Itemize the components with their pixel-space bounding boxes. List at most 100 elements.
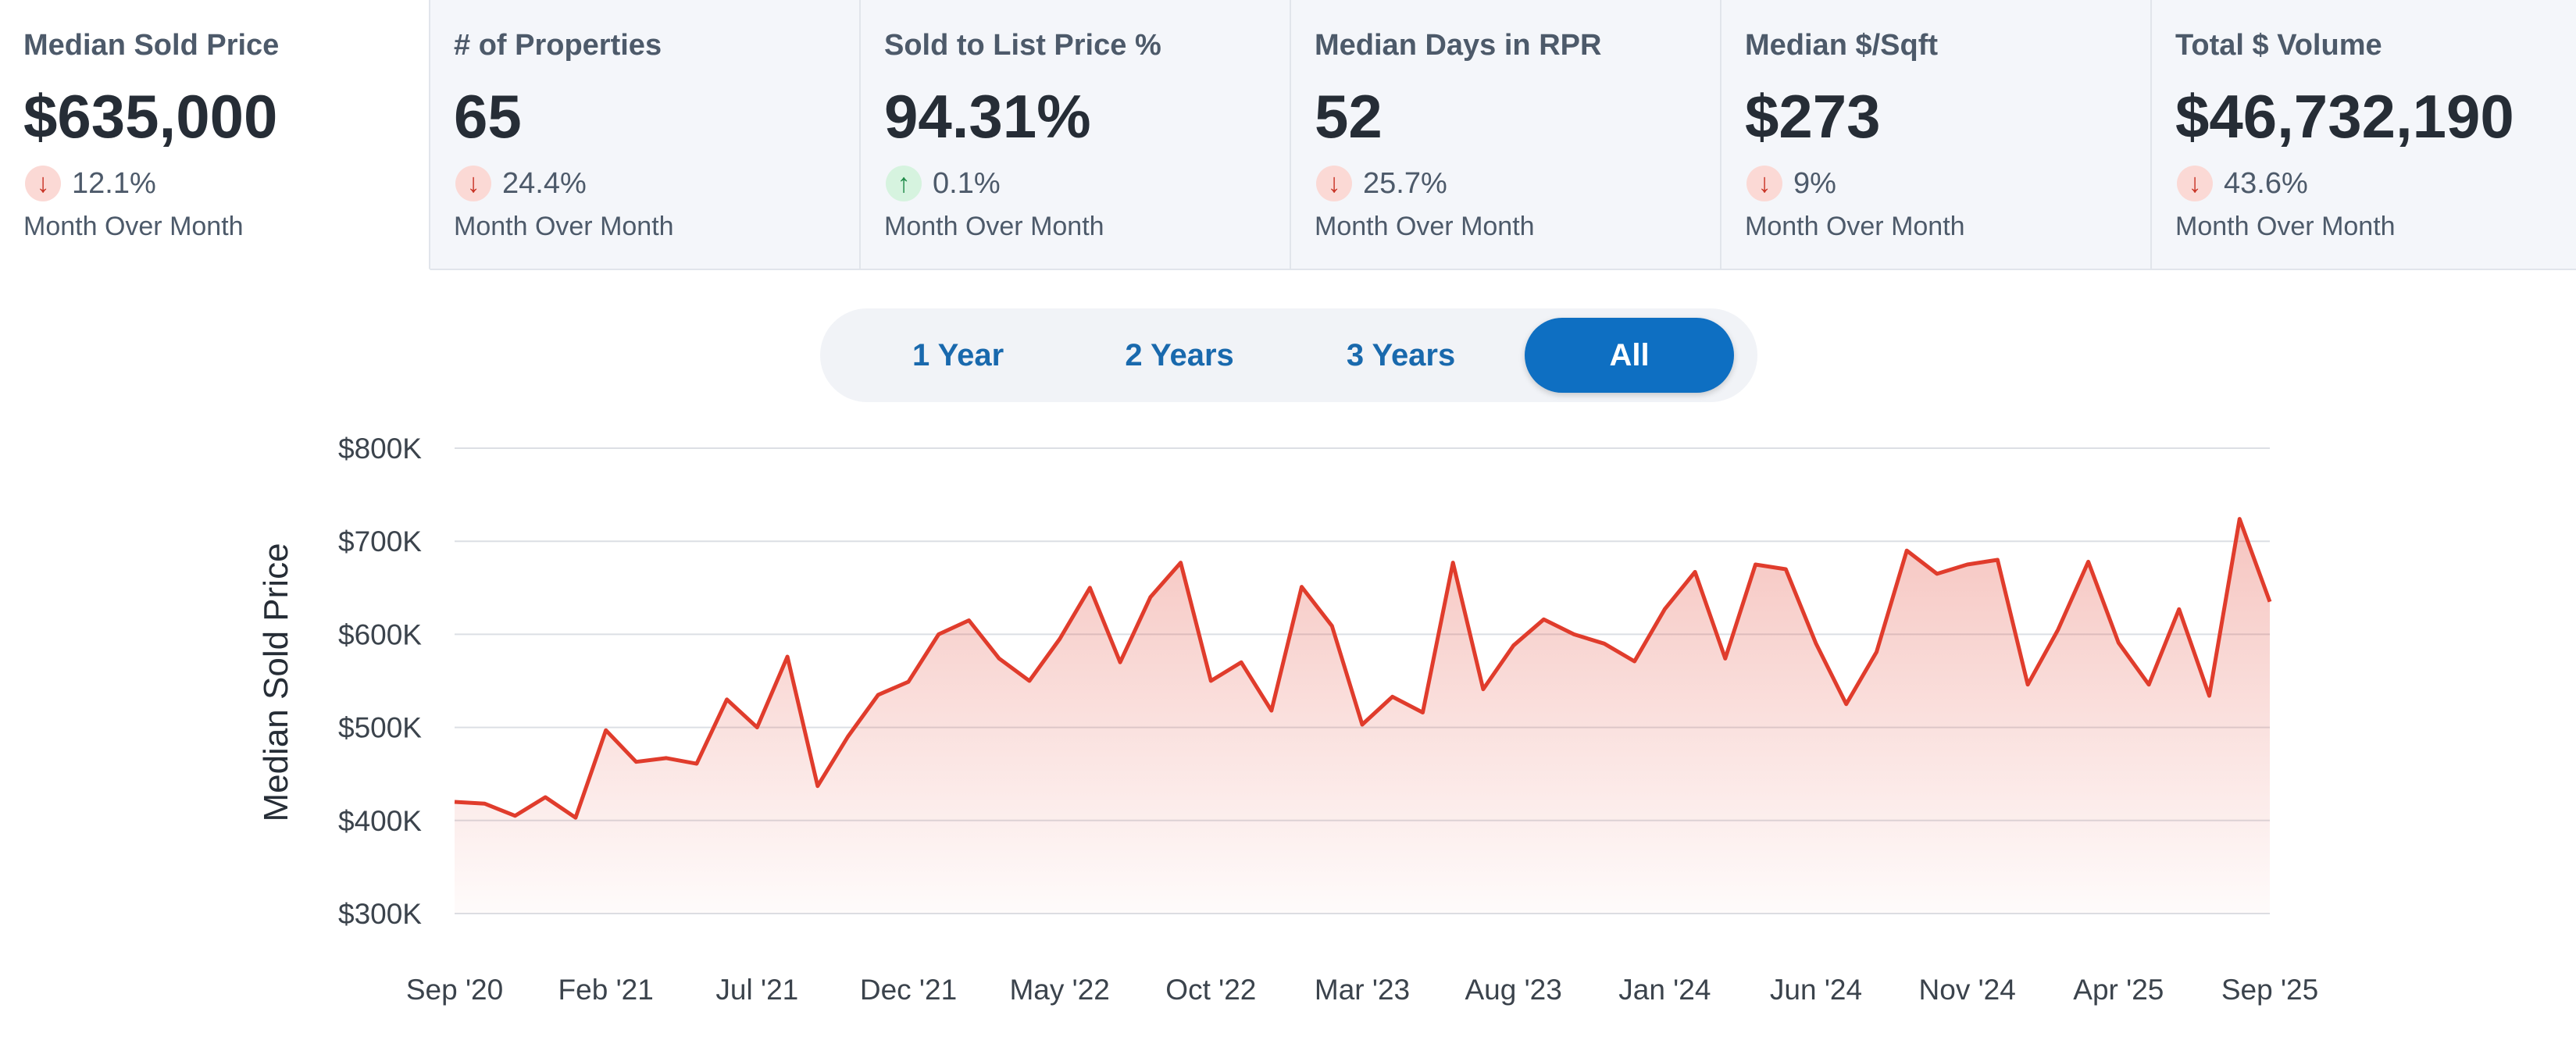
data-point[interactable] — [569, 810, 583, 825]
data-point[interactable] — [1295, 580, 1309, 594]
x-tick-label: Dec '21 — [860, 974, 957, 1006]
data-point[interactable] — [1930, 567, 1944, 581]
data-point[interactable] — [1234, 655, 1248, 669]
y-tick-label: $700K — [338, 525, 422, 557]
data-point[interactable] — [1415, 706, 1429, 720]
data-point[interactable] — [1990, 553, 2004, 567]
data-point[interactable] — [1446, 556, 1460, 570]
data-point[interactable] — [1325, 619, 1339, 633]
x-axis-labels: Sep '20 Feb '21 Jul '21 Dec '21 May '22 Oct '… — [406, 974, 2318, 1006]
stat-change: ↓ 24.4% — [454, 164, 836, 203]
data-point[interactable] — [2232, 512, 2246, 526]
data-point[interactable] — [780, 650, 794, 664]
data-point[interactable] — [932, 627, 946, 641]
data-point[interactable] — [901, 675, 915, 689]
stat-label: Median Sold Price — [23, 29, 280, 62]
data-point[interactable] — [1083, 581, 1097, 595]
stat-change: ↓ 43.6% — [2175, 164, 2553, 203]
stats-bar: Median Sold Price $635,000 ↓ 12.1% Month… — [0, 0, 2576, 270]
x-tick-label: Oct '22 — [1165, 974, 1256, 1006]
data-point[interactable] — [1204, 674, 1218, 688]
data-point[interactable] — [1174, 556, 1188, 570]
data-point[interactable] — [1749, 557, 1763, 572]
data-point[interactable] — [1809, 636, 1823, 650]
data-point[interactable] — [1567, 627, 1581, 641]
data-point[interactable] — [478, 796, 492, 810]
data-point[interactable] — [2172, 602, 2186, 616]
data-point[interactable] — [2142, 678, 2156, 692]
stat-card-number-of-properties[interactable]: # of Properties 65 ↓ 24.4% Month Over Mo… — [430, 0, 861, 270]
stat-card-median-days-in-rpr[interactable]: Median Days in RPR 52 ↓ 25.7% Month Over… — [1291, 0, 1721, 270]
data-point[interactable] — [1839, 697, 1854, 711]
y-tick-label: $600K — [338, 618, 422, 650]
data-point[interactable] — [538, 790, 552, 804]
data-point[interactable] — [1022, 674, 1036, 688]
arrow-down-icon: ↓ — [1316, 166, 1352, 201]
data-point[interactable] — [1265, 704, 1279, 718]
stat-card-median-price-per-sqft[interactable]: Median $/Sqft $273 ↓ 9% Month Over Month — [1721, 0, 2152, 270]
stat-change: ↑ 0.1% — [884, 164, 1266, 203]
data-point[interactable] — [750, 721, 764, 735]
stat-period: Month Over Month — [884, 212, 1104, 241]
data-point[interactable] — [841, 730, 855, 744]
stat-change: ↓ 12.1% — [23, 164, 405, 203]
stat-change-value: 43.6% — [2224, 166, 2308, 200]
data-point[interactable] — [1869, 645, 1883, 659]
data-point[interactable] — [659, 751, 673, 765]
data-point[interactable] — [508, 809, 522, 823]
data-point[interactable] — [690, 757, 704, 771]
data-point[interactable] — [811, 779, 825, 793]
data-point[interactable] — [1597, 636, 1611, 650]
tab-2-years[interactable]: 2 Years — [1125, 337, 1234, 372]
data-point[interactable] — [1113, 655, 1127, 669]
data-point[interactable] — [720, 693, 734, 707]
data-point[interactable] — [1536, 612, 1550, 626]
data-point[interactable] — [962, 614, 976, 628]
data-point[interactable] — [1355, 718, 1369, 732]
tab-all[interactable]: All — [1525, 318, 1734, 393]
data-point[interactable] — [1507, 639, 1521, 653]
stat-change-value: 9% — [1793, 166, 1836, 200]
stat-card-median-sold-price[interactable]: Median Sold Price $635,000 ↓ 12.1% Month… — [0, 0, 430, 270]
x-tick-label: Mar '23 — [1315, 974, 1410, 1006]
stat-card-sold-to-list-price[interactable]: Sold to List Price % 94.31% ↑ 0.1% Month… — [861, 0, 1291, 270]
data-point[interactable] — [2111, 636, 2125, 650]
data-point[interactable] — [1657, 602, 1672, 616]
tab-1-year[interactable]: 1 Year — [912, 337, 1004, 372]
data-point[interactable] — [599, 723, 613, 737]
data-point[interactable] — [992, 651, 1006, 665]
stat-label: Median $/Sqft — [1745, 29, 1939, 62]
data-point[interactable] — [1144, 590, 1158, 604]
data-point[interactable] — [1053, 632, 1067, 646]
data-point[interactable] — [2263, 595, 2277, 609]
y-axis-title: Median Sold Price — [257, 543, 295, 821]
stat-period: Month Over Month — [1315, 212, 1535, 241]
stat-value: $46,732,190 — [2175, 82, 2514, 151]
data-point[interactable] — [629, 755, 643, 769]
y-tick-label: $800K — [338, 433, 422, 465]
data-point[interactable] — [1476, 682, 1490, 696]
data-point[interactable] — [2021, 678, 2035, 692]
stat-change-value: 12.1% — [72, 166, 156, 200]
data-point[interactable] — [2051, 622, 2065, 636]
data-point[interactable] — [1961, 557, 1975, 572]
data-point[interactable] — [448, 795, 462, 809]
data-point[interactable] — [2082, 554, 2096, 568]
data-point[interactable] — [2203, 689, 2217, 703]
x-tick-label: Jul '21 — [715, 974, 798, 1006]
data-point[interactable] — [1900, 543, 1914, 557]
arrow-down-icon: ↓ — [25, 166, 61, 201]
data-point[interactable] — [1628, 654, 1642, 668]
data-point[interactable] — [1386, 689, 1400, 704]
stat-card-total-volume[interactable]: Total $ Volume $46,732,190 ↓ 43.6% Month… — [2152, 0, 2576, 270]
stat-value: $635,000 — [23, 82, 278, 151]
stat-label: # of Properties — [454, 29, 662, 62]
x-tick-label: Apr '25 — [2073, 974, 2164, 1006]
tab-3-years[interactable]: 3 Years — [1346, 337, 1456, 372]
stat-period: Month Over Month — [1745, 212, 1965, 241]
data-point[interactable] — [1718, 651, 1732, 665]
data-point[interactable] — [1688, 565, 1702, 579]
data-point[interactable] — [871, 688, 885, 702]
data-point[interactable] — [1779, 562, 1793, 576]
series-line-median-sold-price[interactable] — [454, 517, 2272, 820]
